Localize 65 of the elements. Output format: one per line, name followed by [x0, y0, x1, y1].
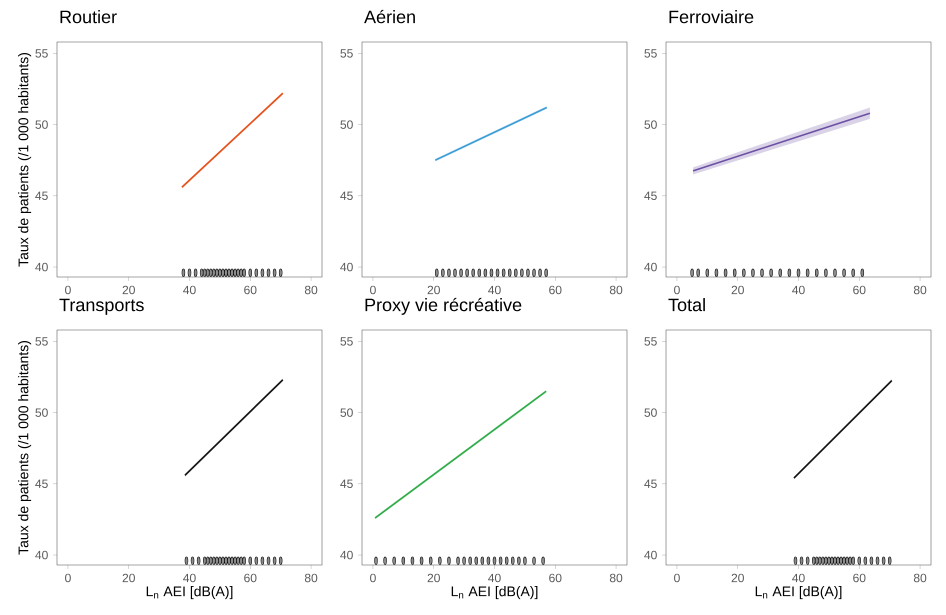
y-tick-label: 55 [340, 49, 353, 58]
x-tick-label: 20 [428, 286, 440, 294]
y-tick-label: 45 [35, 192, 48, 200]
y-tick-label: 40 [644, 550, 657, 560]
y-tick-label: 55 [340, 337, 353, 346]
x-tick-label: 0 [65, 286, 71, 294]
x-axis-title: L$_{n}$ AEI [dB(A)] [756, 586, 842, 600]
x-tick-label: 40 [488, 574, 501, 582]
x-tick-label: 40 [183, 574, 196, 582]
x-tick-label: 40 [488, 286, 501, 294]
x-tick-label: 40 [792, 286, 805, 294]
y-tick-label: 50 [35, 408, 48, 417]
x-tick-label: 0 [674, 286, 680, 294]
y-tick-label: 45 [644, 480, 657, 488]
y-tick-label: 50 [340, 120, 353, 129]
y-tick-label: 40 [340, 550, 353, 560]
x-tick-label: 80 [304, 286, 318, 294]
x-tick-label: 60 [853, 286, 866, 294]
x-tick-label: 20 [428, 574, 440, 582]
y-tick-label: 45 [340, 480, 353, 488]
x-axis-title: L$_{n}$ AEI [dB(A)] [146, 586, 232, 600]
chart-title: Routier [60, 10, 117, 24]
y-tick-label: 45 [35, 480, 48, 488]
x-tick-label: 0 [674, 574, 680, 582]
y-tick-label: 40 [644, 262, 657, 272]
x-tick-label: 60 [549, 574, 562, 582]
y-tick-label: 40 [35, 550, 48, 560]
x-tick-label: 80 [610, 286, 622, 294]
y-tick-label: 55 [35, 337, 48, 346]
chart-title: Ferroviaire [670, 10, 754, 24]
x-tick-label: 60 [853, 574, 866, 582]
x-tick-label: 80 [610, 574, 622, 582]
y-tick-label: 50 [644, 120, 657, 129]
x-tick-label: 80 [304, 574, 318, 582]
y-axis-title: Taux de patients (/1 000 habitants) [18, 341, 32, 555]
chart-title: Proxy vie récréative [366, 298, 522, 315]
x-tick-label: 60 [244, 286, 256, 294]
x-tick-label: 20 [732, 574, 744, 582]
x-tick-label: 40 [183, 286, 196, 294]
chart-title: Transports [59, 298, 144, 315]
y-tick-label: 55 [644, 337, 657, 346]
x-tick-label: 80 [914, 286, 926, 294]
x-tick-label: 0 [65, 574, 71, 582]
x-tick-label: 0 [370, 286, 376, 294]
x-tick-label: 20 [732, 286, 744, 294]
y-axis-title: Taux de patients (/1 000 habitants) [18, 53, 32, 267]
x-tick-label: 0 [370, 574, 376, 582]
y-tick-label: 50 [644, 408, 657, 417]
x-axis-title: L$_{n}$ AEI [dB(A)] [452, 586, 538, 600]
x-tick-label: 40 [792, 574, 805, 582]
y-tick-label: 50 [340, 408, 353, 417]
x-tick-label: 60 [244, 574, 256, 582]
x-tick-label: 80 [914, 574, 926, 582]
chart-title: Total [668, 298, 705, 312]
x-tick-label: 20 [122, 574, 135, 582]
y-tick-label: 40 [35, 262, 48, 272]
chart-title: Aérien [364, 10, 415, 24]
y-tick-label: 40 [340, 262, 353, 272]
x-tick-label: 20 [122, 286, 135, 294]
x-tick-label: 60 [549, 286, 562, 294]
y-tick-label: 45 [340, 192, 353, 200]
y-tick-label: 55 [644, 49, 657, 58]
y-tick-label: 45 [644, 192, 657, 200]
y-tick-label: 55 [35, 49, 48, 58]
y-tick-label: 50 [35, 120, 48, 129]
